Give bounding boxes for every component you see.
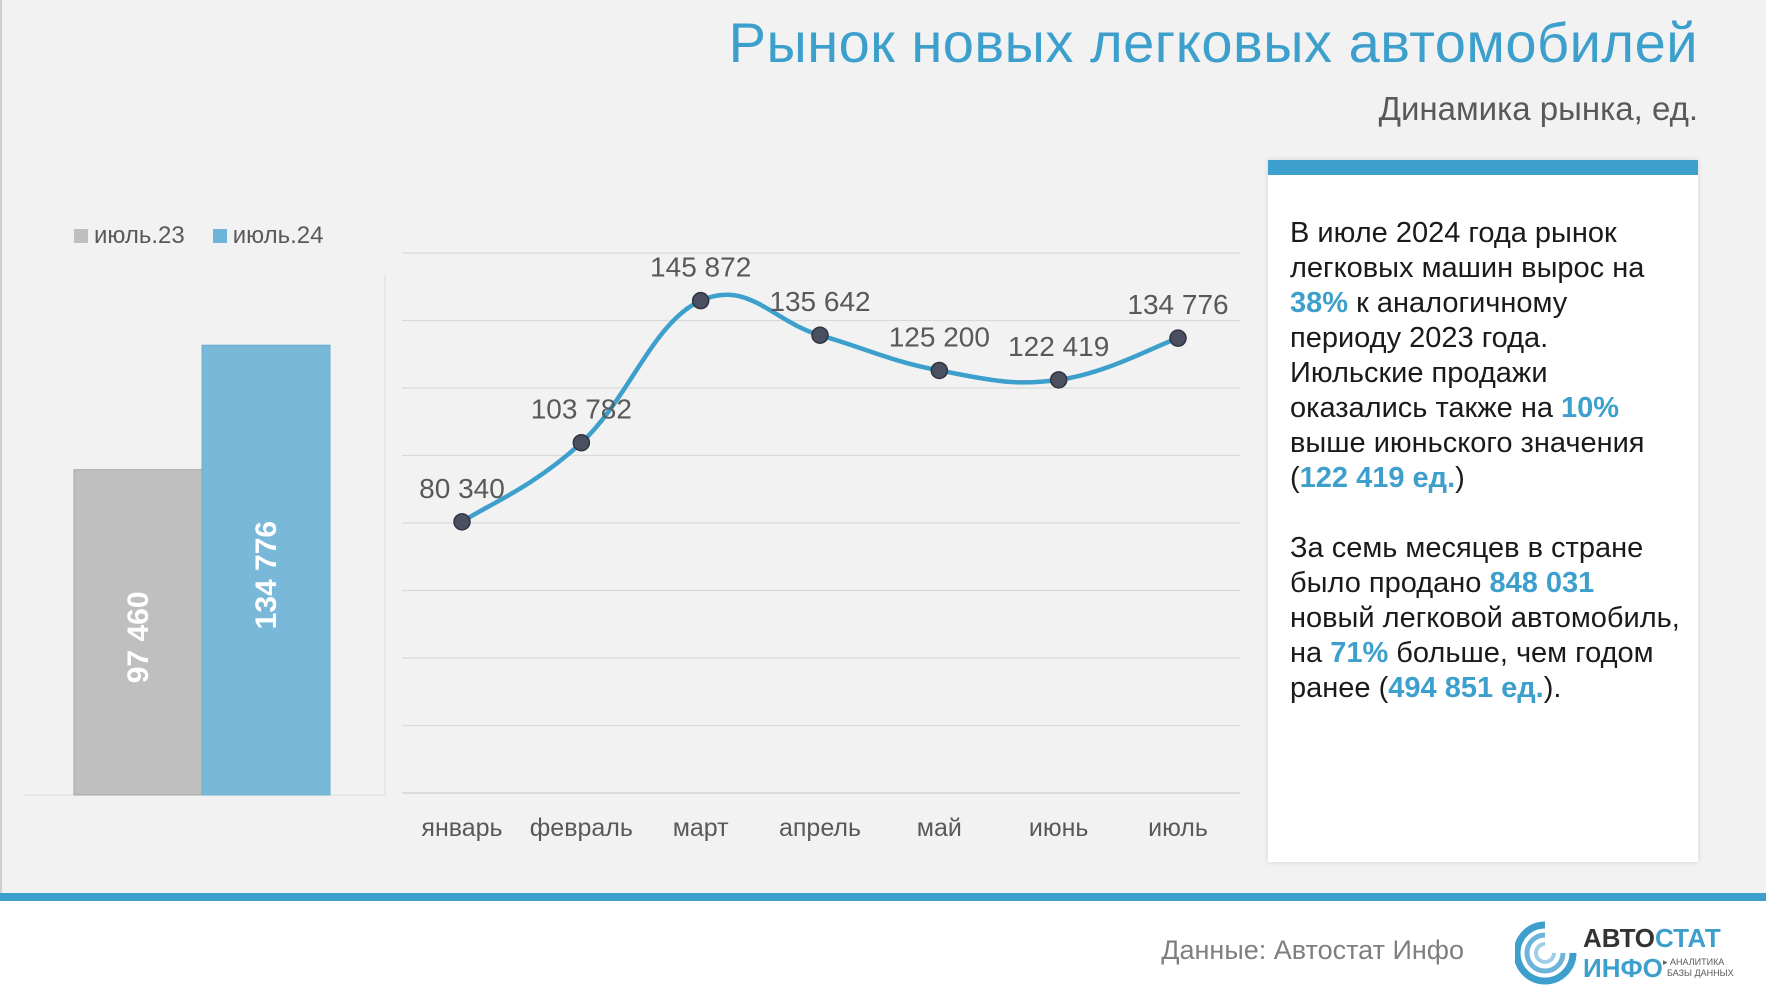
data-label-3: 135 642 [769,286,870,317]
summary-paragraph-2: За семь месяцев в стране было продано 84… [1290,531,1685,706]
page-subtitle: Динамика рынка, ед. [1378,90,1698,127]
p1-highlight-growth: 38% [1290,287,1349,319]
legend-swatch-2024 [212,229,227,243]
data-point-5 [1049,371,1068,389]
footer: Данные: Автостат Инфо АВТОСТАТ ИНФО ▸ АН… [0,901,1766,992]
x-tick-label-5: июнь [1029,814,1089,842]
logo-line1: АВТОСТАТ [1583,923,1721,953]
autostat-logo: АВТОСТАТ ИНФО ▸ АНАЛИТИКА БАЗЫ ДАННЫХ [1515,921,1734,985]
legend-item-2024: июль.24 [212,222,324,250]
page-title: Рынок новых легковых автомобилей [728,11,1698,74]
x-tick-label-3: апрель [779,814,861,842]
x-tick-label-4: май [917,814,962,842]
p2-text-2: новый легковой автомобиль, на [1290,602,1680,669]
data-point-2 [691,291,710,310]
p1-text-1: В июле 2024 года рынок легковых машин вы… [1290,217,1645,284]
p2-text-4: ). [1543,672,1562,704]
x-tick-label-6: июль [1148,814,1208,842]
p1-highlight-june: 122 419 ед. [1299,462,1456,494]
data-label-0: 80 340 [419,473,505,504]
p2-highlight-growth: 71% [1330,637,1389,669]
p2-text-3: больше, чем годом ранее ( [1290,637,1654,704]
legend-item-2023: июль.23 [74,222,185,250]
bar-value-label-1: 134 776 [250,521,283,629]
x-tick-label-2: март [673,814,729,842]
legend: июль.23 июль.24 [74,222,324,250]
p2-highlight-prev: 494 851 ед. [1388,672,1544,704]
bottom-accent-bar [0,893,1766,901]
data-point-3 [811,326,829,344]
data-point-4 [930,361,949,380]
data-point-6 [1169,329,1187,347]
data-label-1: 103 782 [531,394,632,425]
bar-1 [201,344,331,796]
data-point-1 [572,433,591,452]
bar-0 [73,469,203,796]
legend-swatch-2023 [74,229,88,243]
p1-text-3: выше июньского значения ( [1290,427,1645,494]
left-edge [0,0,2,895]
data-label-4: 125 200 [889,321,990,352]
data-point-0 [453,513,471,531]
p2-text-1: За семь месяцев в стране было продано [1290,532,1644,599]
legend-label-2024: июль.24 [232,222,324,249]
summary-paragraph-1: В июле 2024 года рынок легковых машин вы… [1290,216,1685,496]
p2-highlight-total: 848 031 [1489,567,1595,599]
p1-highlight-mom: 10% [1561,392,1620,424]
p1-text-2: к аналогичному периоду 2023 года. Июльск… [1290,287,1568,424]
bar-value-label-0: 97 460 [122,591,155,683]
line-chart: 80 340 январь 103 782 февраль 145 872 март 135… [402,252,1240,842]
logo-tagline-2: БАЗЫ ДАННЫХ [1667,968,1734,978]
p1-text-4: ) [1455,462,1465,494]
data-label-6: 134 776 [1127,289,1228,320]
logo-swirl-icon [1515,921,1577,985]
x-tick-label-1: февраль [530,814,633,842]
bar-chart: 97 460 134 776 [24,275,386,796]
summary-panel: В июле 2024 года рынок легковых машин вы… [1268,160,1698,862]
x-tick-label-0: январь [421,814,502,842]
logo-tagline-1: ▸ АНАЛИТИКА [1663,957,1724,967]
logo-line2: ИНФО [1583,953,1663,983]
data-label-2: 145 872 [650,252,751,283]
legend-label-2023: июль.23 [94,222,185,249]
data-label-5: 122 419 [1008,331,1109,362]
panel-text: В июле 2024 года рынок легковых машин вы… [1290,216,1685,741]
data-source: Данные: Автостат Инфо [1161,935,1464,965]
panel-top-accent [1268,160,1698,175]
